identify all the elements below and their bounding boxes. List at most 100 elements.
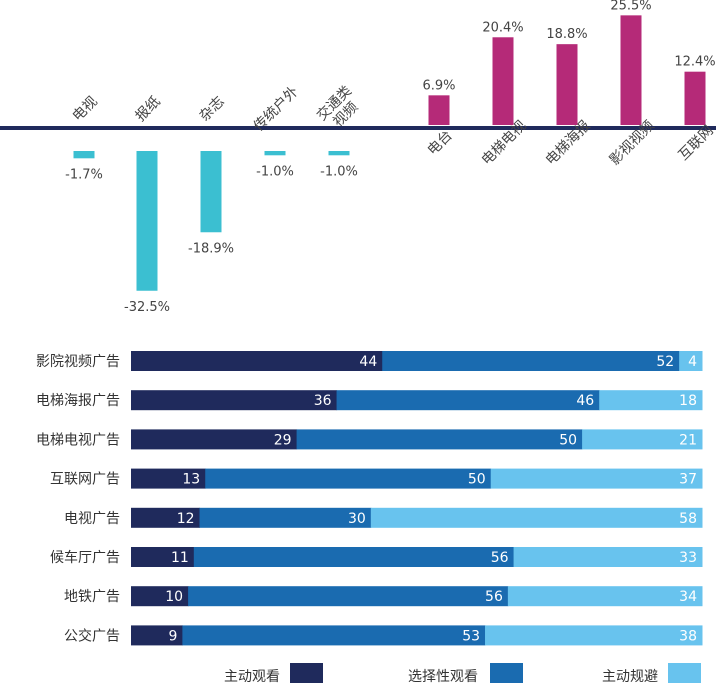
segment-label-1-3: 4 (688, 354, 697, 370)
bar-1 (73, 151, 95, 159)
bar-2 (136, 151, 158, 291)
category-label-2: 报纸 (133, 94, 164, 125)
category-label-line: 报纸 (133, 94, 164, 125)
value-label-5: -1.0% (320, 164, 358, 179)
segment-label-8-2: 53 (462, 628, 480, 644)
segment-4-3 (490, 468, 703, 489)
bar-9 (620, 15, 642, 126)
segment-3-1 (131, 429, 298, 450)
segment-label-2-3: 18 (679, 393, 697, 409)
row-label-6: 候车厅广告 (50, 549, 120, 566)
value-label-6: 6.9% (422, 78, 455, 93)
bar-10 (684, 71, 706, 125)
bar-5 (328, 151, 350, 156)
segment-label-7-3: 34 (679, 589, 697, 605)
zero-axis-line (0, 126, 716, 130)
segment-6-1 (131, 547, 195, 567)
legend-swatch-1 (290, 663, 323, 683)
segment-7-2 (188, 586, 509, 607)
category-label-1: 电视 (70, 94, 101, 125)
value-label-1: -1.7% (65, 167, 103, 182)
legend-swatch-3 (668, 663, 701, 683)
segment-label-6-2: 56 (491, 550, 509, 566)
growth-bar-chart: -1.7%电视-32.5%报纸-18.9%杂志-1.0%传统户外-1.0%交通类… (0, 0, 716, 315)
segment-label-6-3: 33 (679, 550, 697, 566)
stacked-bar-chart: 影院视频广告 44 52 4 电梯海报广告 36 46 18 电梯电视广告 29 50 21 互联网广告… (36, 351, 703, 646)
value-label-7: 20.4% (482, 20, 523, 35)
segment-label-5-2: 30 (348, 511, 366, 527)
segment-label-5-1: 12 (177, 511, 195, 527)
segment-label-4-1: 13 (182, 472, 200, 488)
category-label-line: 影视视频 (607, 118, 658, 169)
segment-label-3-1: 29 (274, 432, 292, 448)
chart-legend: 主动观看 选择性观看 主动规避 (224, 663, 701, 685)
category-label-6: 电台 (425, 128, 456, 159)
segment-5-3 (370, 507, 703, 528)
row-label-8: 公交广告 (64, 627, 120, 644)
segment-label-1-1: 44 (359, 354, 377, 370)
value-label-2: -32.5% (124, 300, 170, 315)
value-label-8: 18.8% (546, 27, 587, 42)
segment-8-1 (131, 625, 183, 646)
legend-label-1: 主动观看 (224, 669, 280, 685)
segment-label-6-1: 11 (171, 550, 189, 566)
legend-swatch-2 (490, 663, 523, 683)
segment-label-2-2: 46 (576, 393, 594, 409)
category-label-line: 电视 (70, 94, 101, 125)
segment-5-1 (131, 507, 201, 528)
bar-6 (428, 95, 450, 125)
segment-8-3 (485, 625, 703, 646)
segment-label-3-2: 50 (559, 432, 577, 448)
bar-8 (556, 44, 578, 125)
segment-7-3 (507, 586, 703, 607)
segment-3-3 (582, 429, 703, 450)
segment-label-7-2: 56 (485, 589, 503, 605)
row-label-7: 地铁广告 (64, 589, 120, 605)
segment-label-4-2: 50 (468, 472, 486, 488)
segment-4-2 (205, 468, 492, 489)
category-label-line: 电梯电视 (479, 118, 530, 169)
segment-label-4-3: 37 (679, 472, 697, 488)
row-label-5: 电视广告 (64, 511, 120, 527)
segment-5-2 (199, 507, 372, 528)
segment-label-5-3: 58 (679, 511, 697, 527)
segment-8-2 (182, 625, 486, 646)
bar-7 (492, 37, 514, 125)
segment-4-1 (131, 468, 206, 489)
segment-1-1 (131, 351, 383, 371)
bar-4 (264, 151, 286, 156)
segment-6-2 (193, 547, 515, 567)
value-label-9: 25.5% (610, 0, 651, 13)
segment-label-7-1: 10 (165, 589, 183, 605)
segment-label-2-1: 36 (314, 393, 332, 409)
segment-1-2 (382, 351, 680, 371)
legend-label-2: 选择性观看 (408, 669, 478, 685)
row-label-4: 互联网广告 (50, 472, 120, 488)
segment-label-8-3: 38 (679, 628, 697, 644)
value-label-3: -18.9% (188, 241, 234, 256)
segment-2-1 (131, 390, 338, 411)
legend-label-3: 主动规避 (602, 669, 658, 685)
category-label-8: 电梯海报 (543, 118, 594, 169)
row-label-1: 影院视频广告 (36, 354, 120, 370)
segment-1-3 (679, 351, 703, 371)
category-label-line: 电梯海报 (543, 118, 594, 169)
value-label-4: -1.0% (256, 164, 294, 179)
segment-2-2 (336, 390, 600, 411)
category-label-line: 电台 (425, 128, 456, 159)
segment-label-3-3: 21 (679, 432, 697, 448)
category-label-3: 杂志 (197, 94, 228, 125)
segment-label-8-1: 9 (168, 628, 177, 644)
segment-6-3 (513, 547, 703, 567)
segment-7-1 (131, 586, 189, 607)
segment-label-1-2: 52 (656, 354, 674, 370)
segment-2-3 (599, 390, 703, 411)
bar-3 (200, 151, 222, 233)
category-label-9: 影视视频 (607, 118, 658, 169)
row-label-3: 电梯电视广告 (36, 432, 120, 448)
segment-3-2 (296, 429, 583, 450)
category-label-7: 电梯电视 (479, 118, 530, 169)
category-label-line: 杂志 (197, 94, 228, 125)
